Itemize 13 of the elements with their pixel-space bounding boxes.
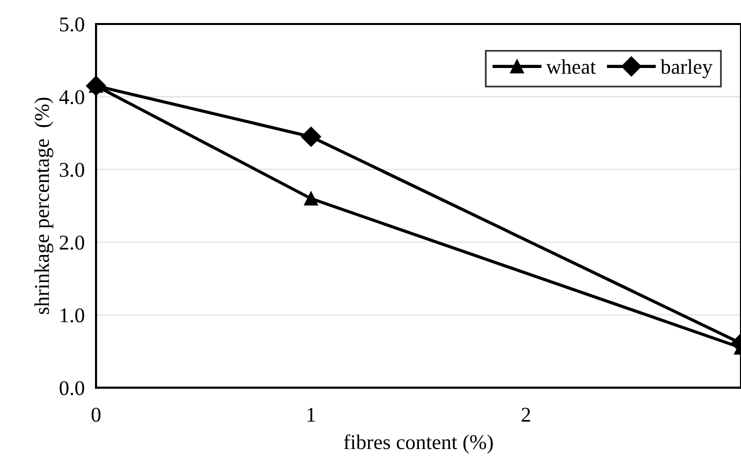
x-tick-label: 2 (522, 408, 530, 422)
y-tick-label: 4.0 (59, 90, 84, 104)
y-tick-label: 0.0 (60, 381, 84, 396)
legend-label: barley (660, 59, 712, 78)
x-tick-label: 1 (308, 408, 315, 422)
y-axis-title: shrinkage percentage (%) (34, 98, 54, 314)
legend-label: wheat (546, 59, 596, 74)
y-tick-label: 2.0 (60, 236, 84, 250)
y-tick-label: 3.0 (60, 162, 84, 178)
y-tick-label: 5.0 (60, 17, 84, 32)
x-axis-title: fibres content (%) (344, 434, 493, 454)
x-tick-label: 0 (92, 408, 100, 422)
y-tick-label: 1.0 (60, 308, 84, 322)
